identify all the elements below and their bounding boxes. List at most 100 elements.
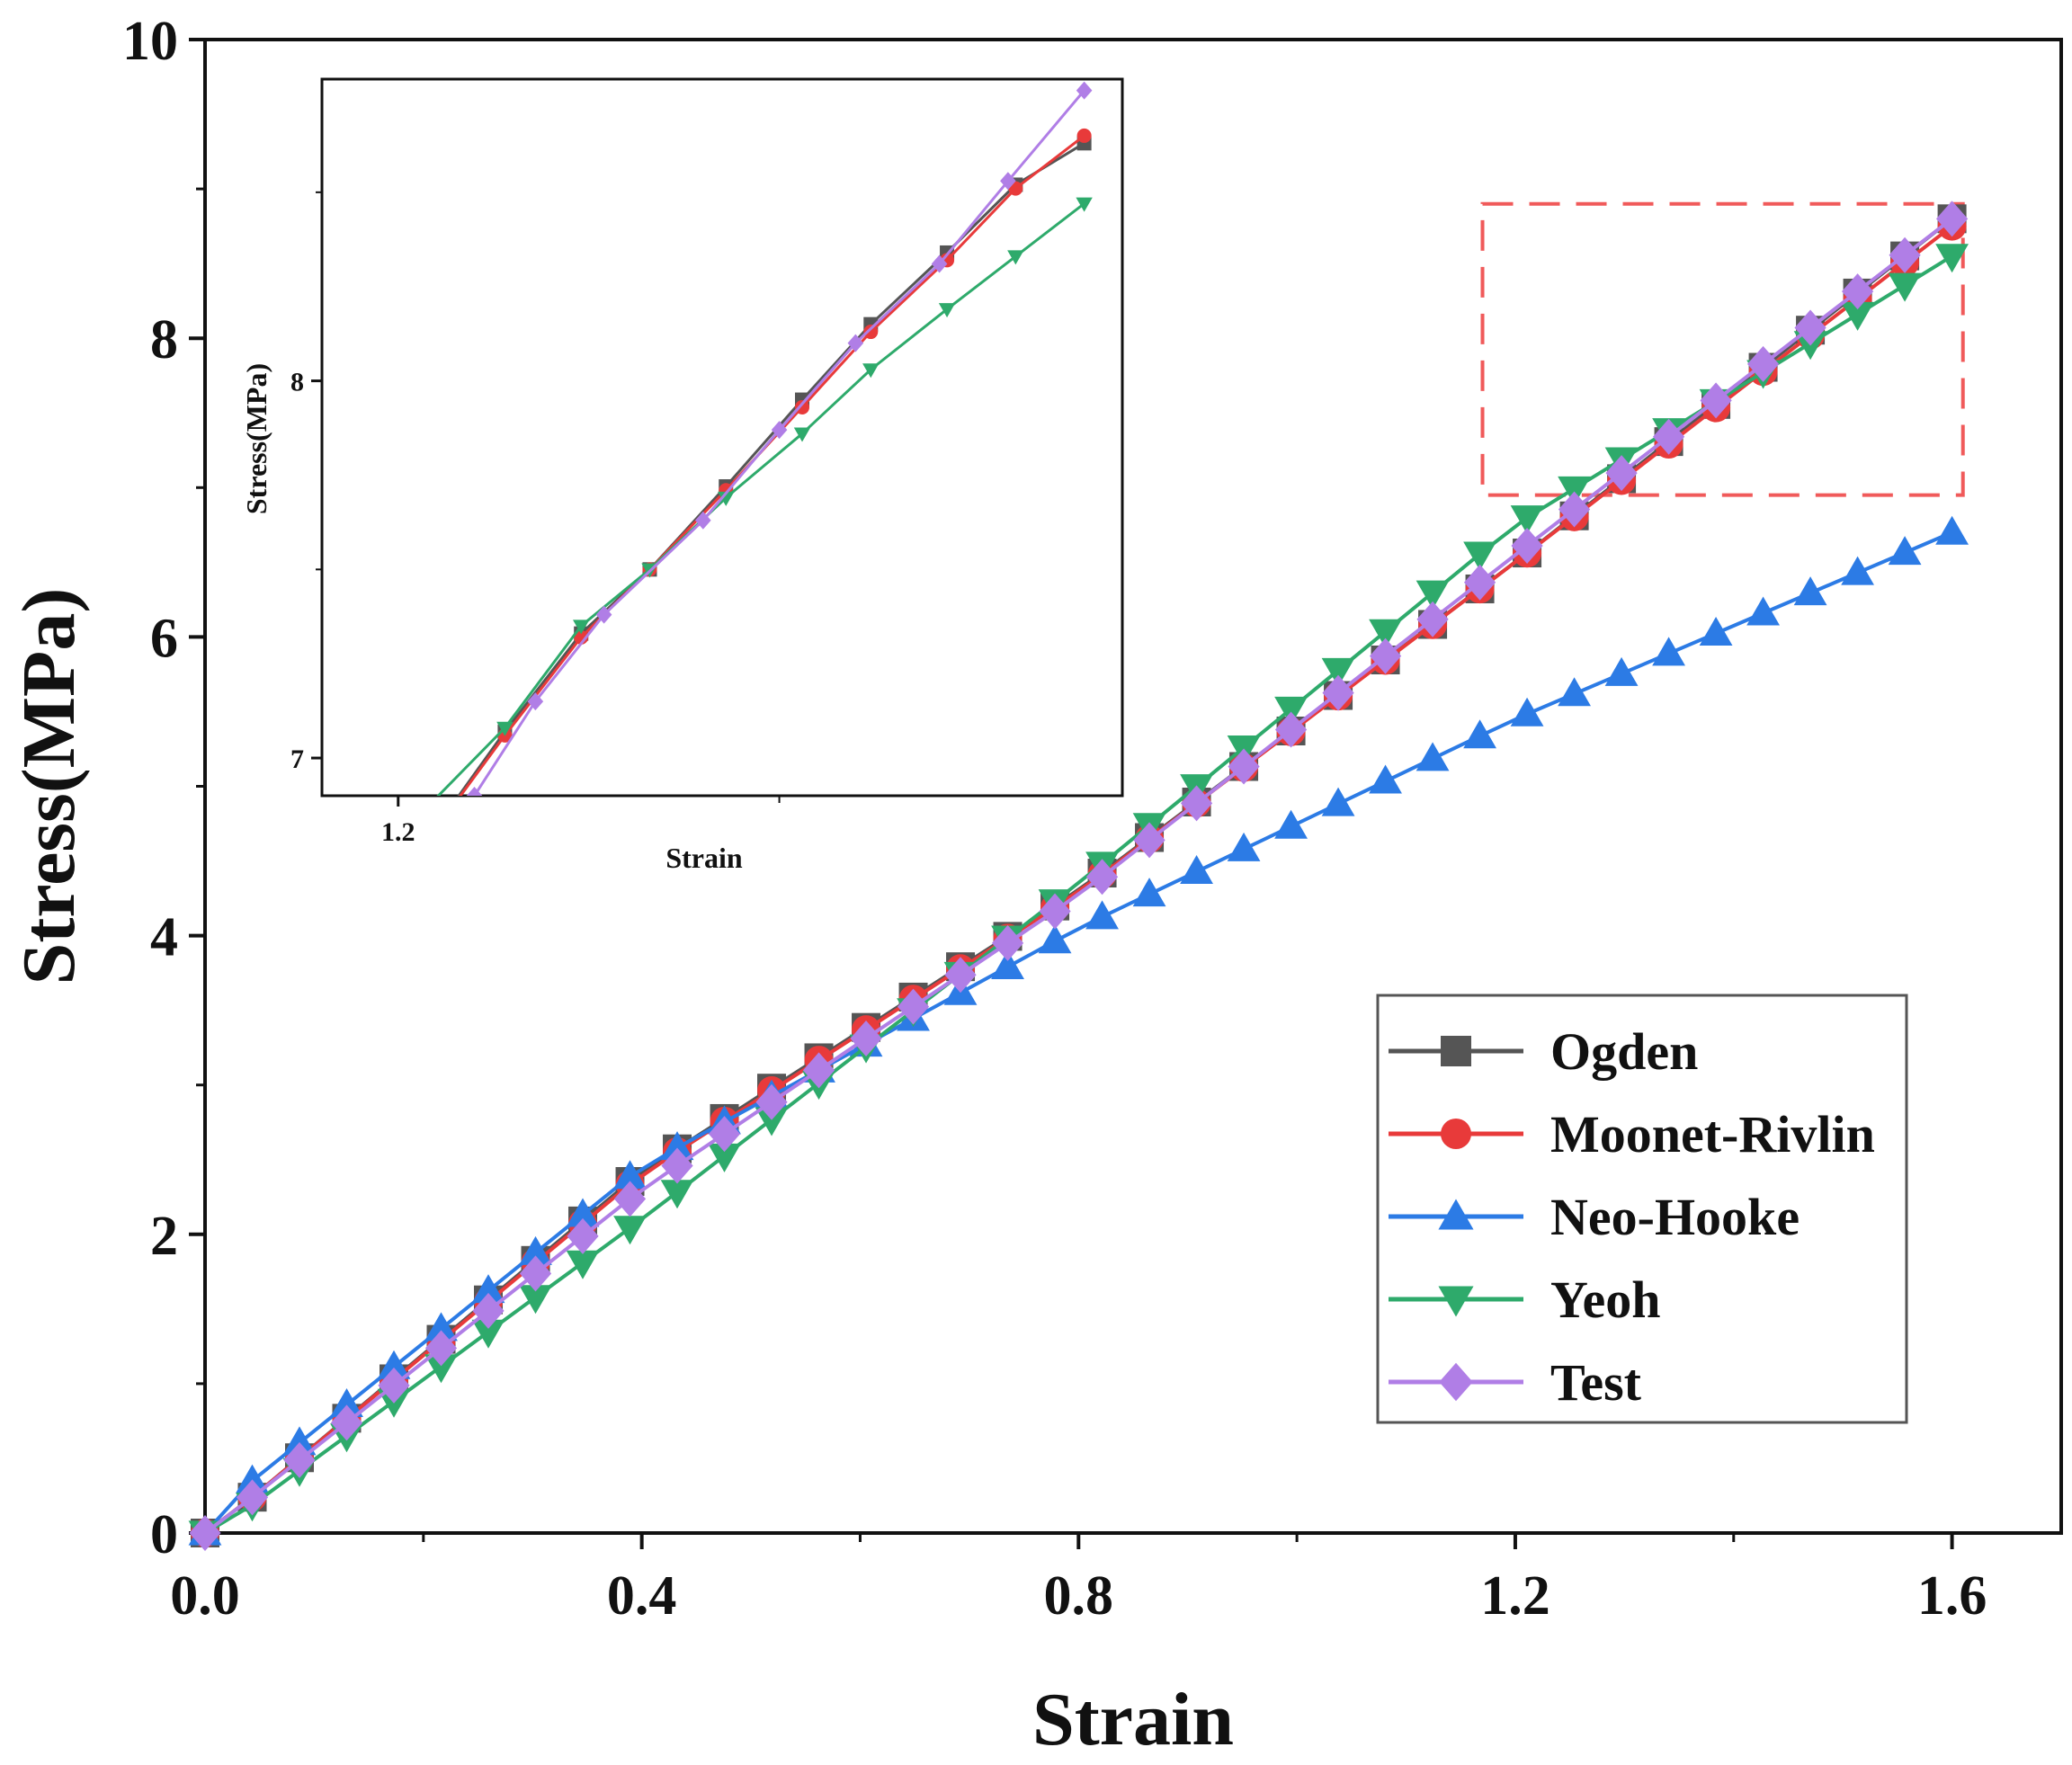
data-point — [1841, 301, 1874, 331]
data-point — [1746, 345, 1780, 382]
data-point — [1935, 244, 1969, 273]
y-tick-label: 0 — [150, 1504, 178, 1565]
legend-marker — [1438, 1286, 1474, 1317]
inset-data-point — [1007, 250, 1024, 265]
legend-label: Neo-Hooke — [1550, 1188, 1800, 1246]
x-axis-title: Strain — [1032, 1678, 1234, 1761]
data-point — [991, 924, 1024, 961]
data-point — [1463, 541, 1496, 571]
legend-marker — [1441, 1119, 1471, 1149]
data-point — [1274, 696, 1308, 726]
legend-item: Moonet-Rivlin — [1389, 1105, 1875, 1163]
data-point — [1558, 476, 1591, 505]
inset-y-tick-label: 7 — [290, 744, 304, 774]
data-point — [1746, 596, 1780, 626]
data-point — [1511, 527, 1543, 564]
data-point — [1510, 505, 1544, 535]
inset-frame — [320, 77, 1124, 798]
inset-series-area — [375, 81, 1093, 937]
data-point — [378, 1367, 410, 1404]
y-axis-title: Stress(MPa) — [7, 588, 91, 985]
data-point — [471, 1319, 505, 1349]
legend-label: Test — [1550, 1353, 1642, 1412]
data-point — [566, 1250, 600, 1279]
data-point — [1888, 272, 1922, 302]
inset-data-point — [862, 363, 880, 379]
data-point — [1416, 580, 1450, 610]
data-point — [802, 1052, 835, 1089]
inset-data-point — [938, 303, 956, 318]
inset-plot: 1.2 7 8 Strain Stress(MPa) — [240, 77, 1124, 937]
data-point — [660, 1131, 694, 1161]
data-point — [567, 1217, 599, 1254]
data-point — [708, 1143, 741, 1172]
data-point — [944, 957, 977, 994]
legend-label: Ogden — [1550, 1022, 1698, 1081]
data-point — [1888, 536, 1922, 566]
x-tick-label: 0.0 — [170, 1565, 240, 1627]
inset-series-line — [457, 142, 1085, 796]
x-tick-label: 0.4 — [607, 1565, 677, 1627]
inset-series-yeoh — [436, 197, 1093, 796]
zoom-highlight-box — [1480, 201, 1965, 497]
data-point — [330, 1404, 363, 1441]
data-point — [897, 988, 930, 1025]
legend-marker — [1439, 1362, 1473, 1402]
data-point — [1227, 832, 1261, 861]
data-point — [377, 1350, 411, 1379]
y-tick-label: 10 — [122, 11, 178, 72]
data-point — [1463, 719, 1496, 749]
inset-data-point — [375, 919, 391, 937]
data-point — [1558, 491, 1591, 528]
inset-data-point — [466, 787, 483, 796]
legend: Ogden Moonet-Rivlin Neo-Hooke Yeoh Test — [1376, 994, 1908, 1424]
data-point — [1274, 711, 1308, 748]
inset-data-point — [695, 511, 711, 530]
data-point — [330, 1388, 363, 1418]
data-point — [1180, 855, 1213, 885]
inset-data-point — [795, 399, 809, 415]
data-point — [424, 1354, 458, 1384]
data-point — [1133, 822, 1166, 859]
data-point — [1039, 893, 1071, 930]
inset-data-point — [376, 894, 390, 908]
data-point — [661, 1147, 693, 1184]
inset-data-point — [1076, 197, 1093, 212]
data-point — [1085, 900, 1119, 930]
y-tick-label: 8 — [150, 309, 178, 370]
legend-label: Yeoh — [1550, 1270, 1660, 1329]
inset-data-point — [1076, 128, 1092, 143]
inset-series-test — [375, 81, 1093, 937]
legend-item: Yeoh — [1389, 1270, 1660, 1329]
data-point — [472, 1292, 505, 1329]
x-tick-label: 1.6 — [1917, 1565, 1987, 1627]
data-point — [424, 1330, 458, 1367]
inset-data-point — [847, 334, 864, 352]
legend-marker — [1438, 1199, 1474, 1230]
inset-data-point — [1000, 172, 1016, 191]
data-point — [282, 1426, 317, 1456]
data-point — [1558, 677, 1591, 707]
data-point — [519, 1235, 552, 1265]
data-point — [566, 1198, 600, 1227]
x-tick-label: 1.2 — [1480, 1565, 1550, 1627]
data-point — [1699, 616, 1733, 646]
inset-x-axis-title: Strain — [665, 842, 743, 874]
data-point — [850, 1020, 882, 1056]
data-point — [1463, 564, 1496, 601]
inset-data-point — [572, 620, 590, 635]
data-point — [189, 1515, 221, 1551]
legend-label: Moonet-Rivlin — [1550, 1105, 1875, 1163]
data-point — [1321, 657, 1355, 687]
data-point — [1322, 674, 1354, 711]
data-point — [1841, 273, 1874, 310]
data-point — [1605, 455, 1638, 492]
legend-box — [1376, 994, 1908, 1424]
data-point — [660, 1180, 694, 1209]
data-point — [1935, 515, 1969, 545]
data-point — [1369, 619, 1402, 648]
data-point — [1369, 764, 1402, 794]
data-point — [1416, 601, 1449, 637]
data-point — [519, 1255, 552, 1292]
